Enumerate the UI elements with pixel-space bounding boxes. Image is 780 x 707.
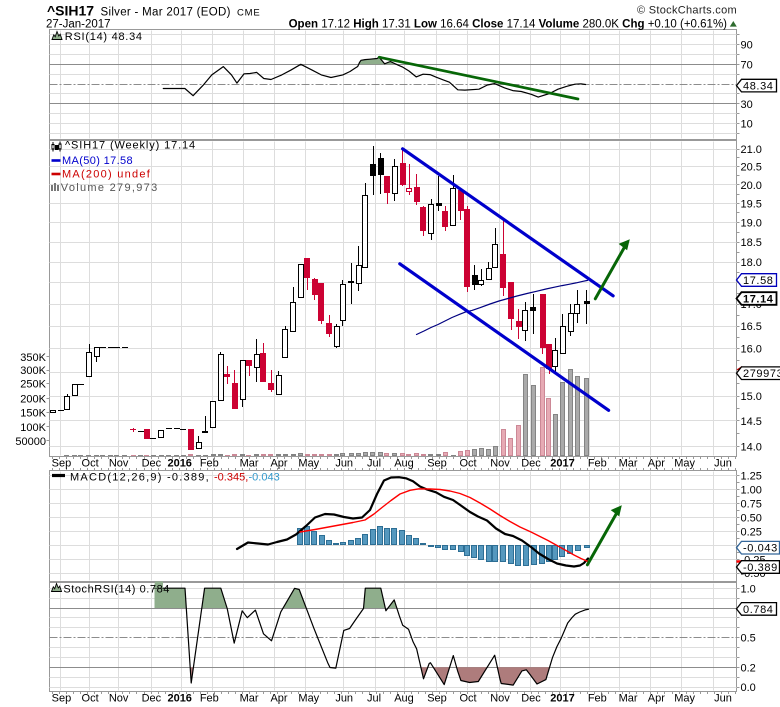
svg-text:Apr: Apr [648, 458, 665, 470]
svg-text:Nov: Nov [490, 458, 510, 470]
svg-text:May: May [674, 458, 695, 470]
svg-text:0.2: 0.2 [741, 662, 756, 674]
svg-text:-0.043: -0.043 [249, 471, 280, 483]
svg-text:RSI(14) 48.34: RSI(14) 48.34 [65, 31, 143, 43]
svg-text:MA(200) undef: MA(200) undef [62, 169, 151, 181]
svg-text:17.14: 17.14 [743, 294, 774, 306]
svg-text:16.0: 16.0 [741, 344, 762, 356]
svg-text:16.5: 16.5 [741, 321, 762, 333]
svg-text:10: 10 [741, 119, 753, 131]
svg-text:100K: 100K [20, 422, 46, 434]
svg-text:350K: 350K [20, 352, 46, 364]
svg-text:Feb: Feb [200, 693, 219, 705]
svg-text:Oct: Oct [459, 458, 476, 470]
svg-text:18.5: 18.5 [741, 237, 762, 249]
svg-text:1.0: 1.0 [741, 583, 756, 595]
svg-text:Mar: Mar [240, 693, 259, 705]
svg-text:-0.389: -0.389 [743, 562, 778, 574]
svg-text:Nov: Nov [109, 458, 129, 470]
svg-text:Jul: Jul [367, 693, 381, 705]
svg-text:70: 70 [741, 59, 753, 71]
svg-text:Oct: Oct [82, 693, 99, 705]
svg-text:Jun: Jun [335, 693, 353, 705]
svg-text:Dec: Dec [142, 458, 162, 470]
svg-text:MA(50) 17.58: MA(50) 17.58 [62, 155, 133, 167]
svg-text:250K: 250K [20, 379, 46, 391]
svg-text:Apr: Apr [648, 693, 665, 705]
svg-text:StochRSI(14) 0.784: StochRSI(14) 0.784 [63, 583, 170, 595]
svg-text:20.5: 20.5 [741, 162, 762, 174]
svg-text:-0.345,: -0.345, [214, 471, 248, 483]
svg-text:May: May [298, 693, 319, 705]
svg-text:Sep: Sep [52, 693, 72, 705]
svg-text:May: May [298, 458, 319, 470]
svg-text:Mar: Mar [240, 458, 259, 470]
svg-text:Silver - Mar 2017 (EOD): Silver - Mar 2017 (EOD) [101, 7, 231, 19]
svg-text:2017: 2017 [550, 458, 574, 470]
svg-text:-0.043: -0.043 [743, 543, 778, 555]
svg-text:Aug: Aug [394, 693, 414, 705]
svg-text:2016: 2016 [167, 458, 191, 470]
svg-text:© StockCharts.com: © StockCharts.com [637, 5, 737, 17]
svg-text:^SIH17: ^SIH17 [47, 3, 94, 19]
svg-text:200K: 200K [20, 394, 46, 406]
svg-text:Apr: Apr [270, 458, 287, 470]
svg-text:150K: 150K [20, 408, 46, 420]
svg-text:17.58: 17.58 [743, 275, 774, 287]
svg-text:20.0: 20.0 [741, 180, 762, 192]
svg-text:Dec: Dec [521, 693, 541, 705]
svg-text:Nov: Nov [109, 693, 129, 705]
svg-text:0.25: 0.25 [741, 526, 762, 538]
svg-text:0.5: 0.5 [741, 633, 756, 645]
svg-text:15.0: 15.0 [741, 391, 762, 403]
svg-text:50000: 50000 [15, 436, 46, 448]
svg-text:90: 90 [741, 40, 753, 52]
svg-text:May: May [674, 693, 695, 705]
svg-text:18.0: 18.0 [741, 257, 762, 269]
svg-text:Feb: Feb [588, 458, 607, 470]
svg-text:Jun: Jun [714, 458, 732, 470]
svg-text:Mar: Mar [619, 693, 638, 705]
svg-text:19.0: 19.0 [741, 217, 762, 229]
svg-text:279973: 279973 [743, 368, 780, 380]
svg-text:Apr: Apr [270, 693, 287, 705]
svg-text:Jul: Jul [367, 458, 381, 470]
svg-text:0.0: 0.0 [741, 682, 756, 694]
svg-text:300K: 300K [20, 365, 46, 377]
svg-text:CME: CME [237, 8, 261, 19]
svg-text:2016: 2016 [167, 693, 191, 705]
svg-text:48.34: 48.34 [743, 81, 774, 93]
svg-text:27-Jan-2017: 27-Jan-2017 [46, 19, 111, 31]
svg-text:Nov: Nov [490, 693, 510, 705]
svg-text:Jun: Jun [714, 693, 732, 705]
svg-text:2017: 2017 [550, 693, 574, 705]
svg-text:1.00: 1.00 [741, 485, 762, 497]
svg-text:Dec: Dec [521, 458, 541, 470]
svg-text:Aug: Aug [394, 458, 414, 470]
svg-text:Feb: Feb [588, 693, 607, 705]
svg-text:0.50: 0.50 [741, 512, 762, 524]
svg-text:MACD(12,26,9) -0.389,: MACD(12,26,9) -0.389, [70, 471, 210, 483]
svg-text:30: 30 [741, 99, 753, 111]
svg-text:0.75: 0.75 [741, 498, 762, 510]
svg-text:Sep: Sep [427, 693, 447, 705]
svg-text:19.5: 19.5 [741, 198, 762, 210]
svg-text:Open 17.12 High 17.31 Low 16.6: Open 17.12 High 17.31 Low 16.64 Close 17… [289, 19, 728, 31]
svg-text:0.784: 0.784 [743, 604, 774, 616]
svg-text:Oct: Oct [82, 458, 99, 470]
svg-text:Mar: Mar [619, 458, 638, 470]
svg-text:14.5: 14.5 [741, 416, 762, 428]
svg-text:Dec: Dec [142, 693, 162, 705]
svg-text:1.25: 1.25 [741, 471, 762, 483]
svg-text:Oct: Oct [459, 693, 476, 705]
svg-text:Volume 279,973: Volume 279,973 [61, 182, 159, 194]
svg-text:21.0: 21.0 [741, 144, 762, 156]
svg-text:Sep: Sep [52, 458, 72, 470]
svg-text:Feb: Feb [200, 458, 219, 470]
svg-text:Sep: Sep [427, 458, 447, 470]
svg-text:Jun: Jun [335, 458, 353, 470]
svg-text:^SIH17 (Weekly) 17.14: ^SIH17 (Weekly) 17.14 [65, 140, 196, 152]
svg-text:14.0: 14.0 [741, 442, 762, 454]
